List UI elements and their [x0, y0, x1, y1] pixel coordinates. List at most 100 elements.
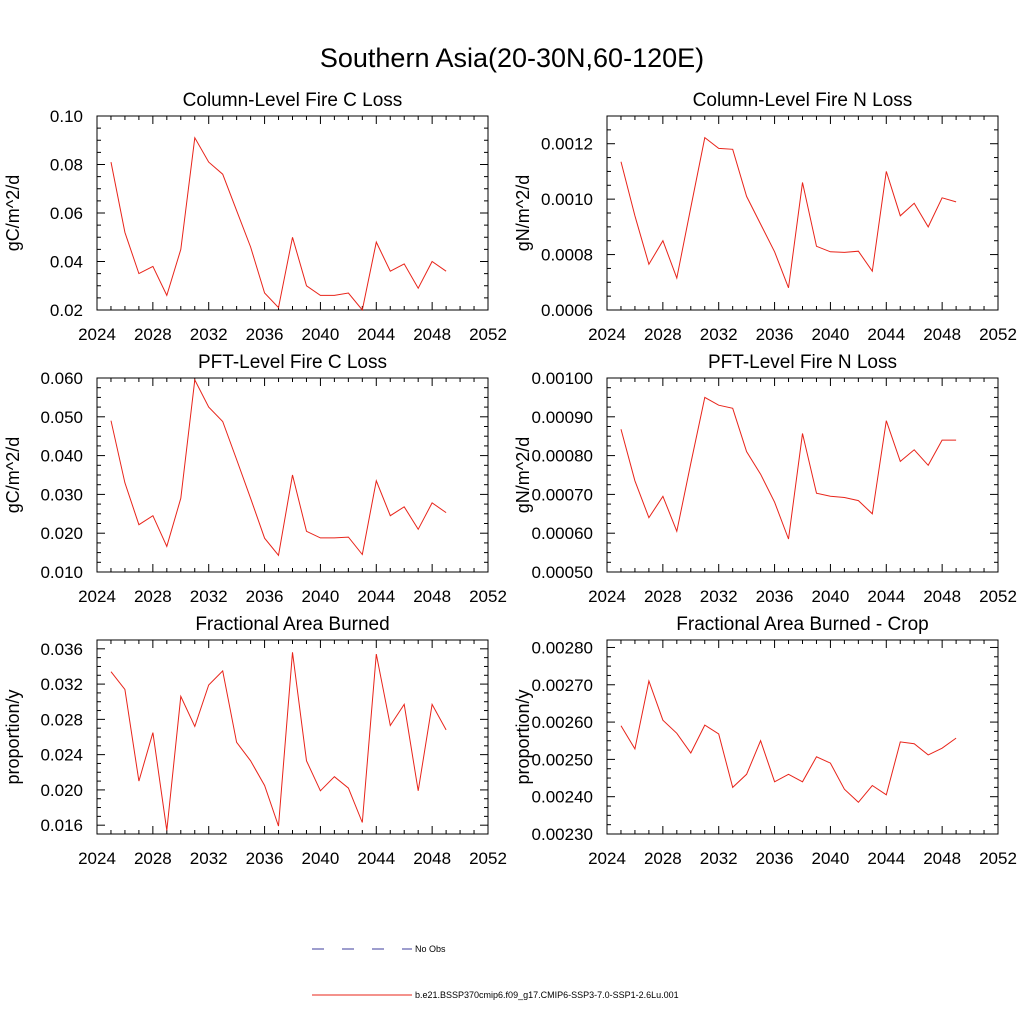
x-tick-label: 2036 [246, 849, 284, 868]
x-tick-label: 2052 [469, 587, 507, 606]
x-tick-label: 2052 [979, 587, 1017, 606]
x-tick-label: 2024 [588, 587, 626, 606]
plot-frame [606, 115, 999, 311]
y-tick-label: 0.0008 [541, 246, 593, 265]
x-tick-label: 2032 [700, 849, 738, 868]
y-tick-label: 0.0006 [541, 301, 593, 320]
series-line [620, 136, 957, 288]
x-tick-label: 2028 [644, 849, 682, 868]
plot-frame [96, 639, 489, 835]
y-tick-label: 0.032 [40, 675, 83, 694]
x-tick-label: 2028 [134, 849, 172, 868]
y-tick-label: 0.02 [50, 301, 83, 320]
x-tick-label: 2040 [812, 325, 850, 344]
panel-title: PFT-Level Fire N Loss [708, 352, 897, 373]
y-tick-label: 0.00280 [532, 638, 593, 657]
panel-title: Fractional Area Burned [195, 614, 389, 635]
x-tick-label: 2024 [588, 325, 626, 344]
x-tick-label: 2044 [357, 849, 395, 868]
series-line [110, 378, 447, 557]
y-tick-label: 0.050 [40, 408, 83, 427]
x-tick-label: 2044 [867, 325, 905, 344]
series-line [620, 396, 957, 540]
y-tick-label: 0.04 [50, 253, 83, 272]
y-tick-label: 0.024 [40, 746, 83, 765]
panel-4: PFT-Level Fire N Loss gN/m^2/d 2024 2028 203… [513, 352, 1017, 606]
y-axis-label: gN/m^2/d [513, 175, 533, 251]
x-tick-label: 2028 [134, 587, 172, 606]
x-tick-label: 2024 [78, 325, 116, 344]
panel-title: Column-Level Fire N Loss [693, 90, 913, 111]
plot-frame [606, 377, 999, 573]
x-tick-label: 2044 [867, 849, 905, 868]
x-tick-label: 2036 [246, 587, 284, 606]
x-tick-label: 2036 [756, 849, 794, 868]
plot-frame [606, 639, 999, 835]
x-tick-label: 2036 [756, 325, 794, 344]
panel-3: PFT-Level Fire C Loss gC/m^2/d 2024 2028 203… [3, 352, 507, 606]
x-tick-label: 2048 [923, 587, 961, 606]
x-tick-label: 2040 [302, 587, 340, 606]
x-tick-label: 2040 [812, 587, 850, 606]
plot-frame [96, 115, 489, 311]
series-line [620, 679, 957, 804]
y-axis-label: gN/m^2/d [513, 437, 533, 513]
x-tick-label: 2032 [190, 849, 228, 868]
y-tick-label: 0.00080 [532, 447, 593, 466]
x-tick-label: 2036 [756, 587, 794, 606]
x-tick-label: 2028 [134, 325, 172, 344]
x-tick-label: 2032 [190, 587, 228, 606]
x-tick-label: 2040 [812, 849, 850, 868]
x-tick-label: 2028 [644, 587, 682, 606]
legend-label-no-obs: No Obs [415, 944, 446, 954]
y-tick-label: 0.00100 [532, 369, 593, 388]
panel-title: Column-Level Fire C Loss [183, 90, 403, 111]
series-line [110, 652, 447, 831]
x-tick-label: 2032 [190, 325, 228, 344]
panel-title: Fractional Area Burned - Crop [676, 614, 928, 635]
figure-title: Southern Asia(20-30N,60-120E) [320, 43, 704, 73]
x-tick-label: 2024 [78, 849, 116, 868]
y-tick-label: 0.06 [50, 204, 83, 223]
y-tick-label: 0.00250 [532, 750, 593, 769]
x-tick-label: 2040 [302, 325, 340, 344]
x-tick-label: 2048 [923, 325, 961, 344]
panel-title: PFT-Level Fire C Loss [198, 352, 387, 373]
panel-5: Fractional Area Burned proportion/y 2024 20… [3, 614, 507, 868]
panel-1: Column-Level Fire C Loss gC/m^2/d 2024 2028… [3, 90, 507, 344]
y-tick-label: 0.0012 [541, 135, 593, 154]
y-tick-label: 0.00270 [532, 676, 593, 695]
panel-2: Column-Level Fire N Loss gN/m^2/d 2024 2028… [513, 90, 1017, 344]
x-tick-label: 2036 [246, 325, 284, 344]
x-tick-label: 2052 [469, 849, 507, 868]
x-tick-label: 2052 [469, 325, 507, 344]
y-axis-label: gC/m^2/d [3, 175, 23, 251]
y-tick-label: 0.00230 [532, 825, 593, 844]
y-tick-label: 0.08 [50, 156, 83, 175]
y-tick-label: 0.020 [40, 781, 83, 800]
x-tick-label: 2048 [923, 849, 961, 868]
legend-label-model: b.e21.BSSP370cmip6.f09_g17.CMIP6-SSP3-7.… [415, 990, 679, 1000]
x-tick-label: 2048 [413, 325, 451, 344]
x-tick-label: 2044 [357, 325, 395, 344]
y-tick-label: 0.10 [50, 107, 83, 126]
x-tick-label: 2048 [413, 849, 451, 868]
x-tick-label: 2052 [979, 849, 1017, 868]
x-tick-label: 2024 [78, 587, 116, 606]
x-tick-label: 2044 [867, 587, 905, 606]
x-tick-label: 2052 [979, 325, 1017, 344]
chart-panels: Column-Level Fire C Loss gC/m^2/d 2024 2028… [3, 90, 1017, 868]
y-tick-label: 0.030 [40, 485, 83, 504]
y-tick-label: 0.020 [40, 524, 83, 543]
y-tick-label: 0.00050 [532, 563, 593, 582]
x-tick-label: 2044 [357, 587, 395, 606]
y-tick-label: 0.0010 [541, 190, 593, 209]
y-tick-label: 0.00070 [532, 485, 593, 504]
y-tick-label: 0.028 [40, 710, 83, 729]
x-tick-label: 2048 [413, 587, 451, 606]
y-tick-label: 0.00260 [532, 713, 593, 732]
y-tick-label: 0.010 [40, 563, 83, 582]
y-tick-label: 0.060 [40, 369, 83, 388]
y-tick-label: 0.016 [40, 816, 83, 835]
